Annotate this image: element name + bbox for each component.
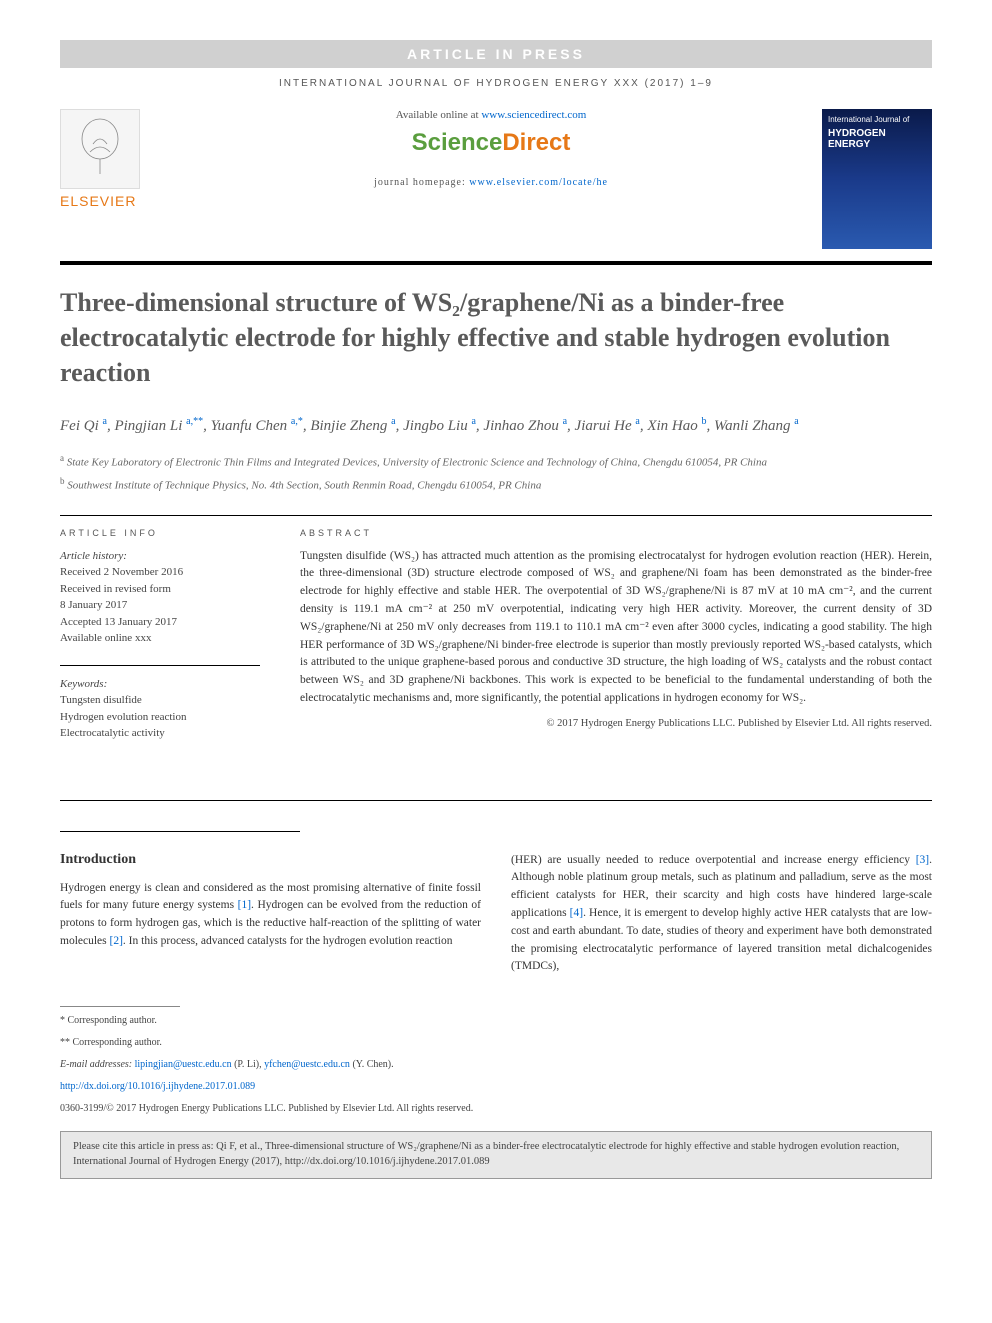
- article-info-col: ARTICLE INFO Article history: Received 2…: [60, 528, 260, 760]
- journal-homepage-link[interactable]: www.elsevier.com/locate/he: [469, 177, 608, 188]
- info-separator-top: [60, 515, 932, 516]
- elsevier-logo: ELSEVIER: [60, 109, 160, 209]
- email-label: E-mail addresses:: [60, 1059, 135, 1070]
- body-col-right: (HER) are usually needed to reduce overp…: [511, 852, 932, 977]
- footnote-emails: E-mail addresses: lipingjian@uestc.edu.c…: [60, 1057, 932, 1073]
- sd-direct: Direct: [502, 129, 570, 156]
- history-line: 8 January 2017: [60, 597, 260, 614]
- keywords-section: Keywords: Tungsten disulfideHydrogen evo…: [60, 676, 260, 742]
- cover-journal-name: International Journal of: [828, 115, 926, 124]
- email2-suffix: (Y. Chen).: [350, 1059, 394, 1070]
- center-header: Available online at www.sciencedirect.co…: [160, 109, 822, 188]
- abstract-text: Tungsten disulfide (WS₂) has attracted m…: [300, 548, 932, 708]
- footnote-corr2: ** Corresponding author.: [60, 1035, 932, 1051]
- cover-title: HYDROGEN ENERGY: [828, 128, 926, 150]
- keyword-item: Hydrogen evolution reaction: [60, 709, 260, 726]
- affiliation: a State Key Laboratory of Electronic Thi…: [60, 452, 932, 471]
- intro-separator: [60, 831, 300, 832]
- footnote-issn: 0360-3199/© 2017 Hydrogen Energy Publica…: [60, 1101, 932, 1117]
- title-separator: [60, 261, 932, 265]
- keywords-label: Keywords:: [60, 676, 260, 693]
- header-row: ELSEVIER Available online at www.science…: [60, 109, 932, 249]
- footnote-separator: [60, 1006, 180, 1007]
- elsevier-label: ELSEVIER: [60, 193, 160, 209]
- ref-link-2[interactable]: [2]: [110, 935, 123, 947]
- footnote-doi: http://dx.doi.org/10.1016/j.ijhydene.201…: [60, 1079, 932, 1095]
- email-link-1[interactable]: lipingjian@uestc.edu.cn: [135, 1059, 232, 1070]
- article-in-press-banner: ARTICLE IN PRESS: [60, 40, 932, 68]
- ref-link-3[interactable]: [3]: [916, 854, 929, 866]
- abstract-copyright: © 2017 Hydrogen Energy Publications LLC.…: [300, 718, 932, 729]
- ref-link-1[interactable]: [1]: [238, 899, 251, 911]
- info-separator-bottom: [60, 800, 932, 801]
- article-title: Three-dimensional structure of WS₂/graph…: [60, 285, 932, 390]
- journal-cover-image: International Journal of HYDROGEN ENERGY: [822, 109, 932, 249]
- available-online-text: Available online at www.sciencedirect.co…: [180, 109, 802, 121]
- journal-header: INTERNATIONAL JOURNAL OF HYDROGEN ENERGY…: [60, 68, 932, 109]
- email-link-2[interactable]: yfchen@uestc.edu.cn: [264, 1059, 350, 1070]
- article-history-section: Article history: Received 2 November 201…: [60, 548, 260, 647]
- history-line: Available online xxx: [60, 630, 260, 647]
- article-info-heading: ARTICLE INFO: [60, 528, 260, 538]
- available-prefix: Available online at: [396, 109, 482, 121]
- history-line: Accepted 13 January 2017: [60, 614, 260, 631]
- email1-suffix: (P. Li),: [232, 1059, 265, 1070]
- affiliation: b Southwest Institute of Technique Physi…: [60, 475, 932, 494]
- doi-link[interactable]: http://dx.doi.org/10.1016/j.ijhydene.201…: [60, 1081, 255, 1092]
- ref-link-4[interactable]: [4]: [570, 907, 583, 919]
- intro-text-col2: (HER) are usually needed to reduce overp…: [511, 852, 932, 977]
- body-columns: Introduction Hydrogen energy is clean an…: [60, 852, 932, 977]
- abstract-heading: ABSTRACT: [300, 528, 932, 538]
- sciencedirect-url-link[interactable]: www.sciencedirect.com: [481, 109, 586, 121]
- sd-science: Science: [412, 129, 503, 156]
- abstract-col: ABSTRACT Tungsten disulfide (WS₂) has at…: [300, 528, 932, 760]
- authors-list: Fei Qi a, Pingjian Li a,**, Yuanfu Chen …: [60, 414, 932, 438]
- history-line: Received in revised form: [60, 581, 260, 598]
- keyword-item: Tungsten disulfide: [60, 692, 260, 709]
- body-col-left: Introduction Hydrogen energy is clean an…: [60, 852, 481, 977]
- journal-homepage-text: journal homepage: www.elsevier.com/locat…: [180, 177, 802, 188]
- keyword-item: Electrocatalytic activity: [60, 725, 260, 742]
- history-label: Article history:: [60, 548, 260, 565]
- citation-box: Please cite this article in press as: Qi…: [60, 1131, 932, 1178]
- info-abstract-row: ARTICLE INFO Article history: Received 2…: [60, 528, 932, 760]
- elsevier-tree-icon: [60, 109, 140, 189]
- introduction-heading: Introduction: [60, 852, 481, 868]
- homepage-prefix: journal homepage:: [374, 177, 469, 188]
- history-line: Received 2 November 2016: [60, 564, 260, 581]
- footnote-corr1: * Corresponding author.: [60, 1013, 932, 1029]
- keywords-separator: [60, 665, 260, 666]
- intro-text-col1: Hydrogen energy is clean and considered …: [60, 880, 481, 951]
- sciencedirect-logo: ScienceDirect: [180, 129, 802, 157]
